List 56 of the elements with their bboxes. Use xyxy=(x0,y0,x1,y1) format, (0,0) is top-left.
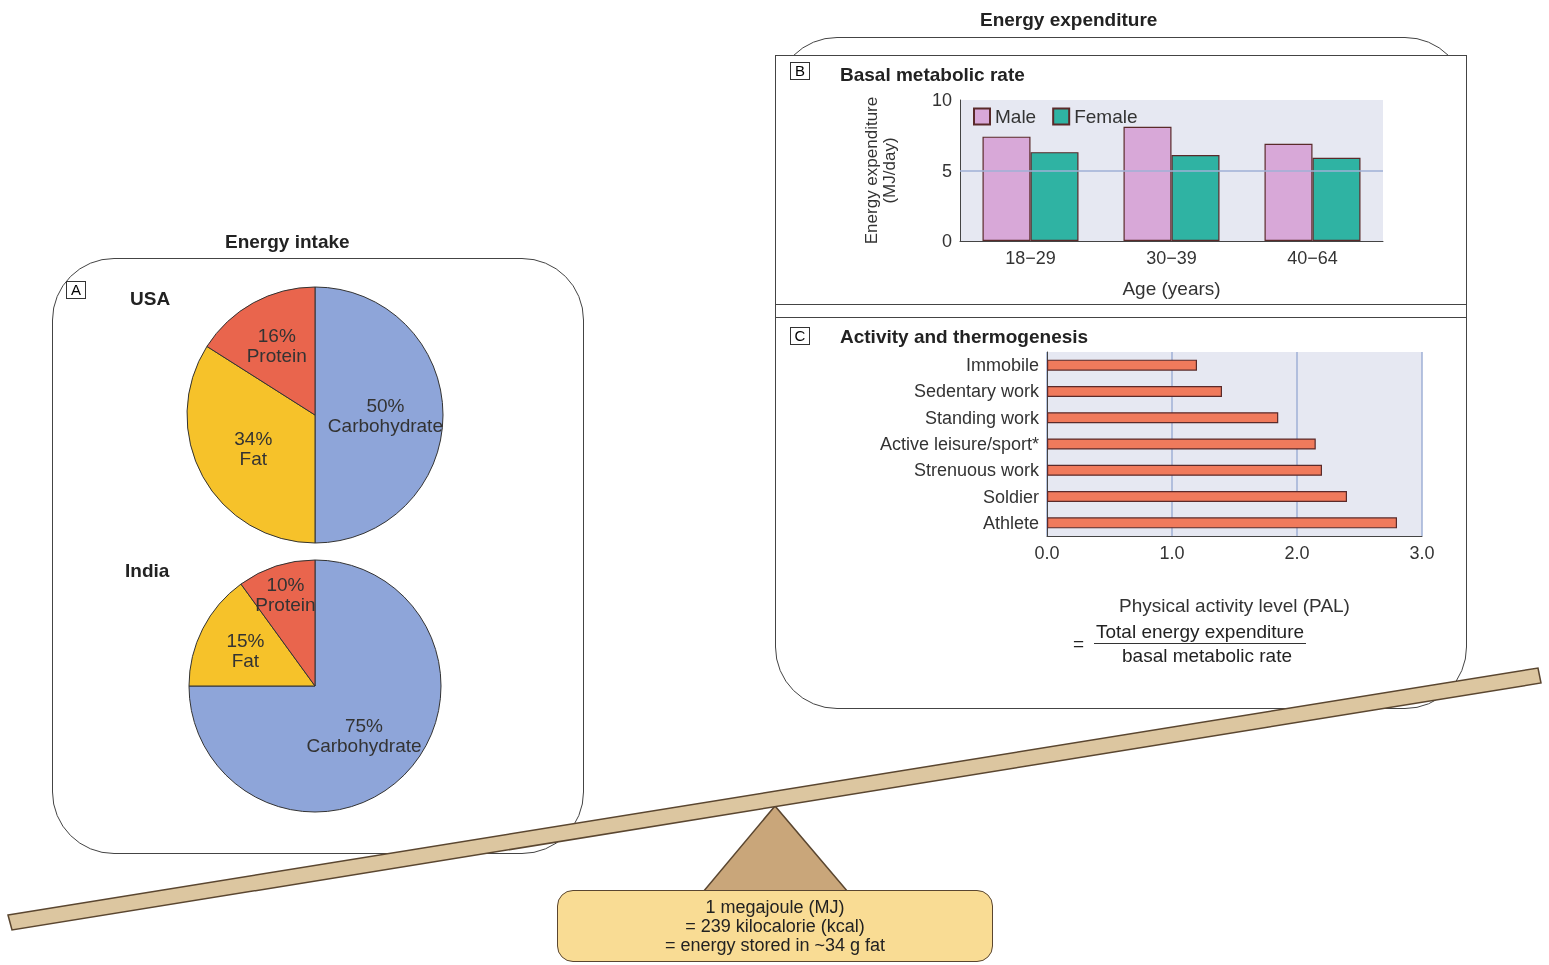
data-label: 10% xyxy=(266,574,305,596)
legend-label: Male xyxy=(995,106,1037,127)
bar xyxy=(1047,438,1316,450)
text: B xyxy=(790,62,810,80)
text: = 239 kilocalorie (kcal) xyxy=(684,916,866,936)
y-tick-label: Strenuous work xyxy=(913,460,1040,481)
y-tick-label: Active leisure/sport* xyxy=(879,434,1039,454)
y-tick-label: Athlete xyxy=(982,512,1039,533)
text: basal metabolic rate xyxy=(1122,645,1293,667)
x-tick-label: 18−29 xyxy=(1005,248,1056,268)
data-label: 50% xyxy=(366,394,405,416)
y-tick-label: Immobile xyxy=(965,355,1039,376)
x-tick-label: 2.0 xyxy=(1284,543,1310,563)
y-tick-label: Standing work xyxy=(924,407,1040,428)
text: 1 megajoule (MJ) xyxy=(704,897,846,917)
slice-label: Carbohydrate xyxy=(306,734,422,756)
text: Total energy expenditure xyxy=(1094,621,1307,644)
slice-label: Fat xyxy=(231,650,260,672)
x-tick-label: 30−39 xyxy=(1146,248,1197,268)
text: C xyxy=(790,327,810,345)
x-axis-title: Physical activity level (PAL) xyxy=(1119,595,1350,616)
y-tick-label: 5 xyxy=(941,160,952,181)
x-tick-label: 40−64 xyxy=(1287,248,1338,268)
bar xyxy=(1047,412,1279,424)
slice-label: Protein xyxy=(246,344,307,366)
x-tick-label: 3.0 xyxy=(1409,543,1435,563)
y-tick-label: 10 xyxy=(931,90,952,110)
data-label: 15% xyxy=(226,630,265,652)
text: = energy stored in ~34 g fat xyxy=(663,935,887,955)
chart-title: USA xyxy=(130,288,171,309)
x-axis-title: Age (years) xyxy=(1122,278,1221,299)
chart-title: India xyxy=(125,560,170,581)
y-tick-label: Soldier xyxy=(982,486,1039,507)
data-label: 34% xyxy=(234,428,273,450)
y-tick-label: 0 xyxy=(941,231,952,251)
slice-label: Fat xyxy=(239,448,268,470)
bar xyxy=(1047,491,1347,503)
chart-title: Basal metabolic rate xyxy=(840,64,1025,85)
y-axis-title: Energy expenditure (MJ/day) xyxy=(861,96,899,245)
bar xyxy=(1047,385,1222,397)
x-tick-label: 1.0 xyxy=(1159,543,1185,563)
data-label: 16% xyxy=(257,324,296,346)
y-tick-label: Sedentary work xyxy=(913,381,1040,402)
bar xyxy=(1047,517,1397,529)
text: Energy intake xyxy=(225,231,350,253)
bar xyxy=(1047,359,1197,371)
bar xyxy=(1047,464,1322,476)
x-tick-label: 0.0 xyxy=(1034,543,1060,563)
slice-label: Carbohydrate xyxy=(327,414,443,436)
slice-label: Protein xyxy=(255,594,316,616)
text: Energy expenditure xyxy=(980,9,1158,31)
text: = xyxy=(1073,633,1085,655)
data-label: 75% xyxy=(344,714,384,736)
text: A xyxy=(66,281,86,299)
legend-label: Female xyxy=(1074,106,1138,127)
chart-title: Activity and thermogenesis xyxy=(840,326,1089,347)
